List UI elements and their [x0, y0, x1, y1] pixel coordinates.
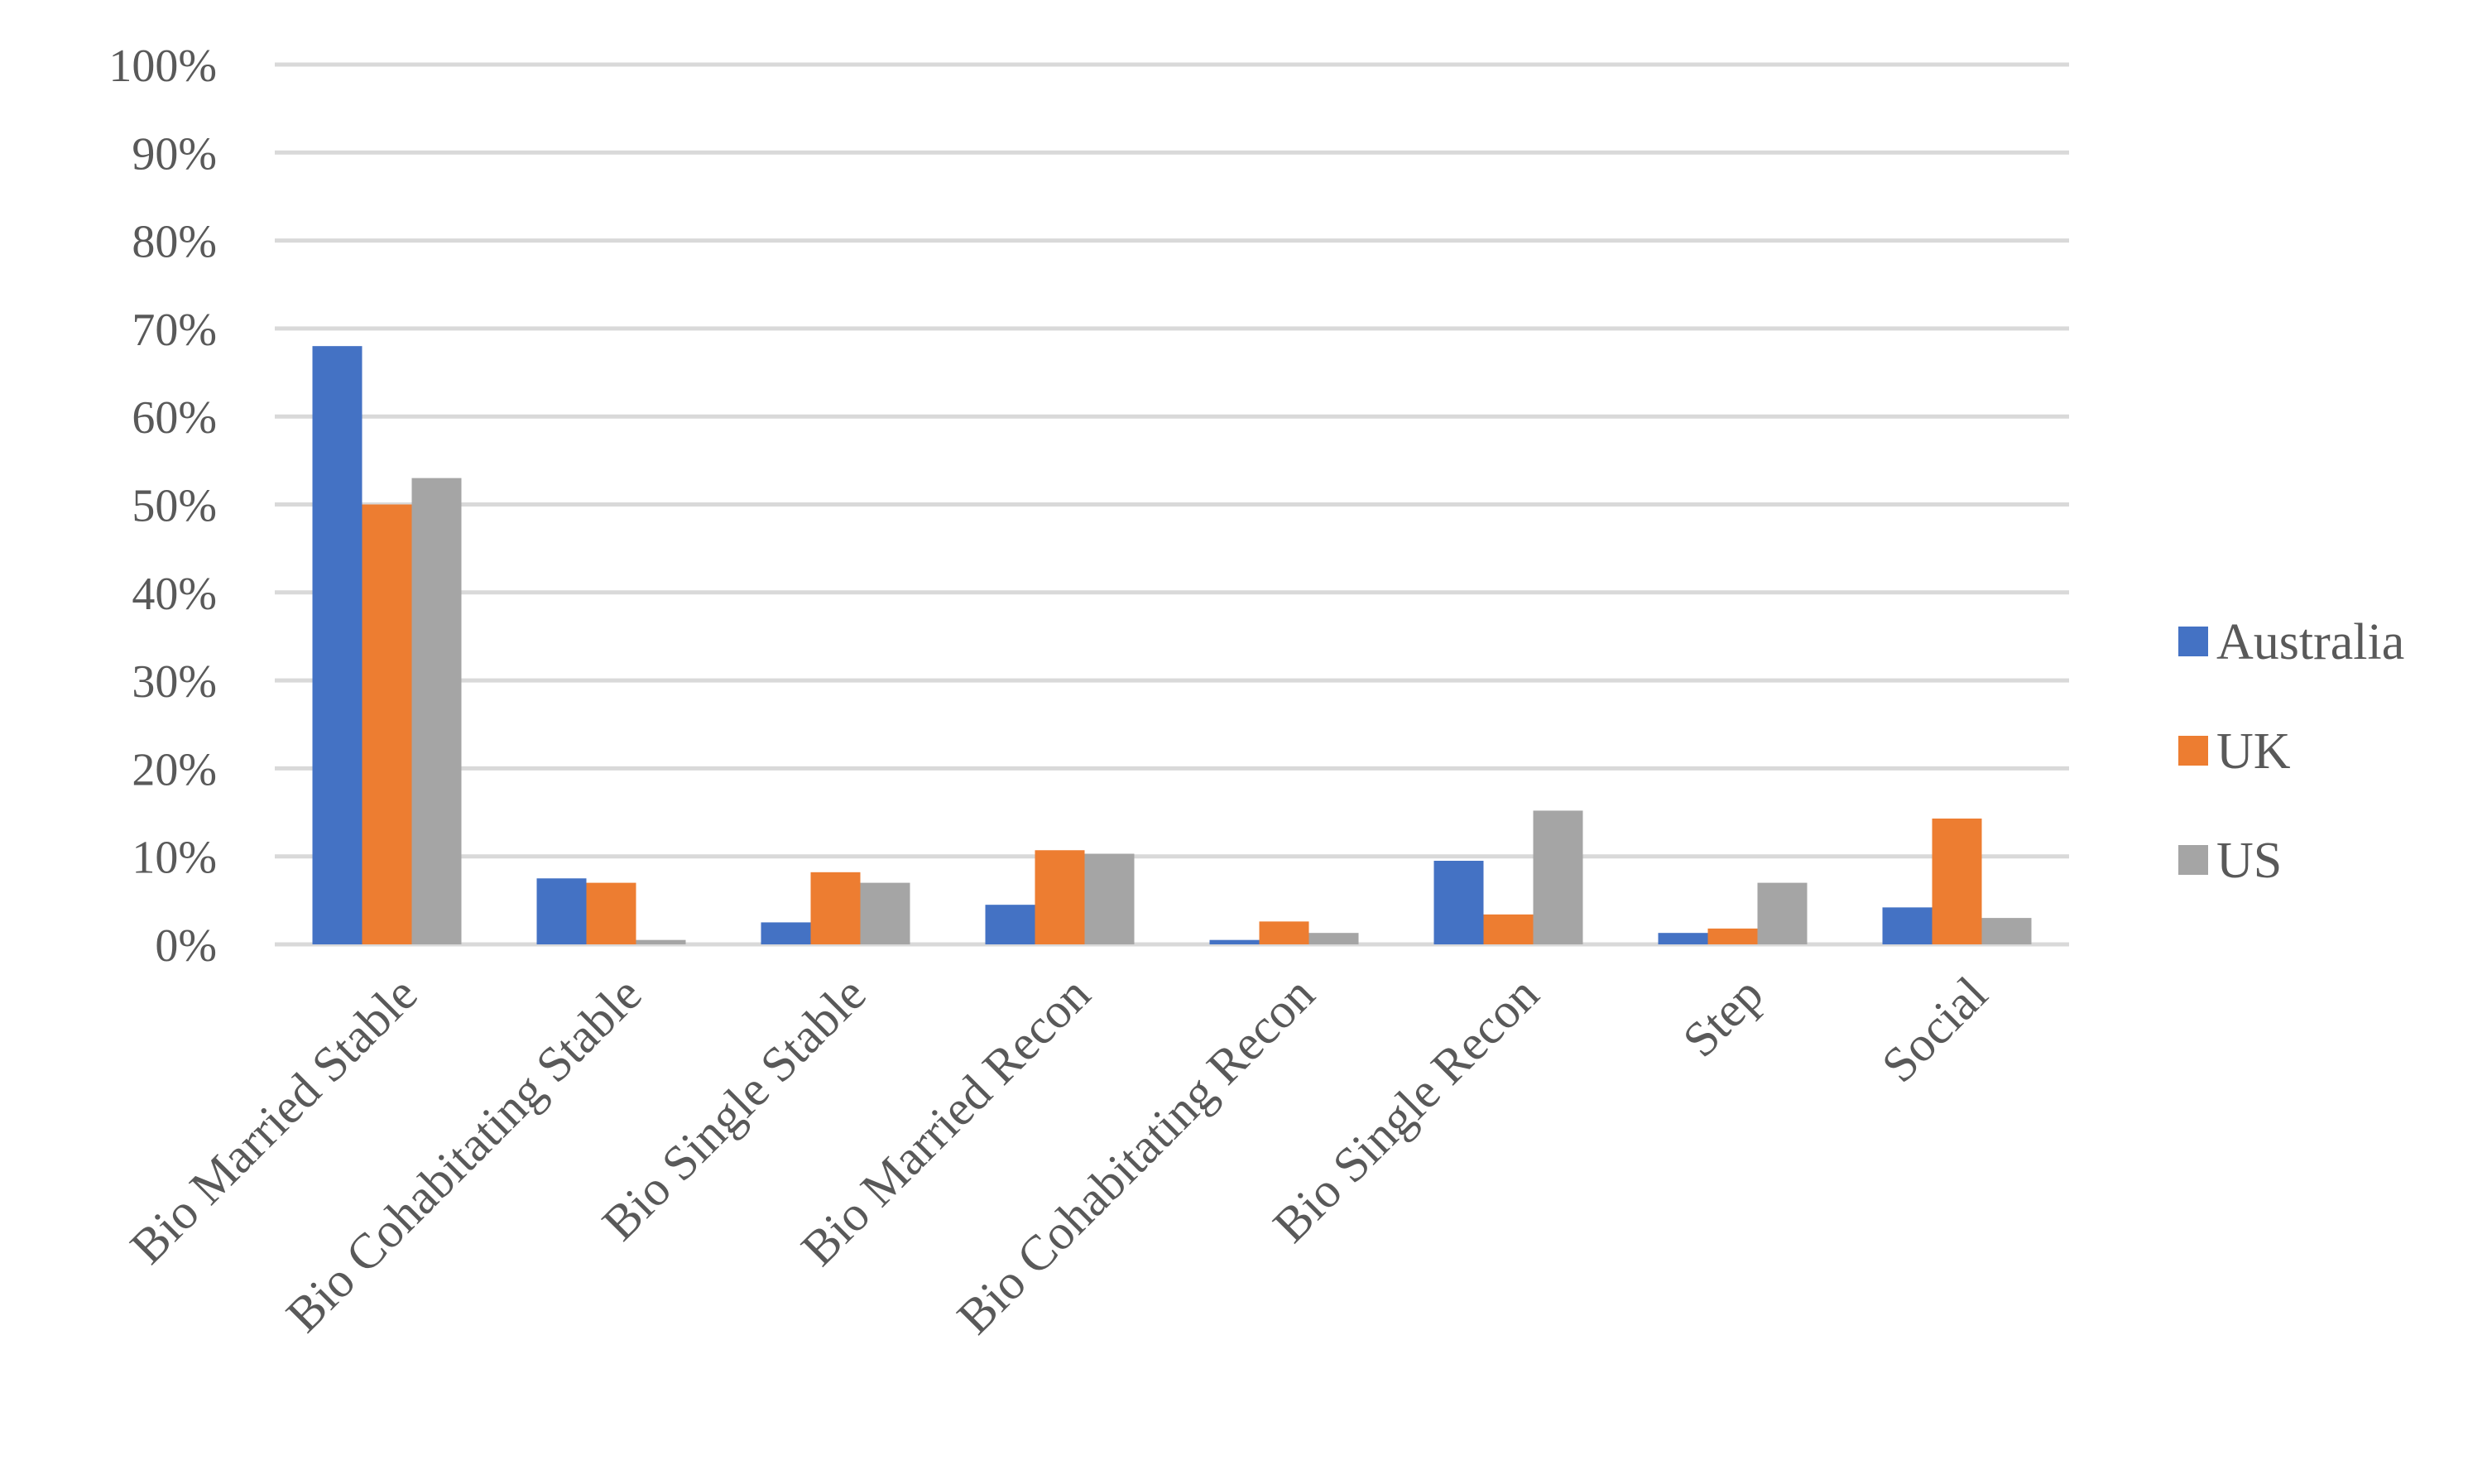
bar-us-1	[411, 478, 462, 944]
bar-us-7	[1757, 882, 1808, 944]
bar-uk-6	[1483, 914, 1534, 944]
legend-label-australia: Australia	[2216, 614, 2404, 670]
bar-uk-2	[586, 882, 636, 944]
y-tick-label: 50%	[132, 481, 217, 532]
legend-swatch-uk	[2178, 736, 2208, 766]
bars	[312, 346, 2032, 944]
bar-us-8	[1981, 918, 2032, 944]
x-category-label: Social	[1871, 967, 1998, 1093]
y-tick-label: 80%	[132, 217, 217, 268]
bar-australia-5	[1209, 939, 1260, 944]
y-tick-label: 60%	[132, 392, 217, 444]
bar-uk-5	[1259, 921, 1309, 944]
bar-uk-1	[362, 504, 412, 944]
legend-label-uk: UK	[2216, 723, 2291, 780]
legend-label-us: US	[2216, 833, 2282, 889]
bar-australia-1	[312, 346, 363, 944]
x-category-label: Step	[1673, 967, 1774, 1068]
bar-australia-4	[985, 905, 1035, 944]
y-tick-label: 100%	[108, 41, 217, 92]
gridlines	[275, 62, 2069, 947]
y-tick-label: 0%	[155, 920, 217, 972]
y-tick-label: 90%	[132, 128, 217, 180]
legend: Australia UK US	[2178, 614, 2404, 889]
bar-uk-3	[810, 872, 861, 944]
y-tick-label: 20%	[132, 744, 217, 795]
y-tick-label: 30%	[132, 656, 217, 708]
bar-australia-8	[1882, 907, 1933, 944]
y-tick-label: 10%	[132, 833, 217, 884]
x-category-label: Bio Cohabitating Recon	[947, 967, 1325, 1345]
legend-swatch-us	[2178, 845, 2208, 875]
bar-uk-8	[1932, 818, 1982, 944]
legend-swatch-australia	[2178, 627, 2208, 656]
bar-uk-7	[1707, 928, 1758, 944]
y-tick-label: 40%	[132, 569, 217, 620]
bar-australia-6	[1433, 861, 1484, 944]
bar-australia-3	[761, 922, 811, 944]
y-tick-label: 70%	[132, 305, 217, 356]
bar-australia-7	[1658, 933, 1708, 944]
bar-us-3	[860, 882, 910, 944]
y-axis-tick-labels: 0% 10% 20% 30% 40% 50% 60% 70% 80% 90% 100%	[108, 41, 217, 972]
bar-us-6	[1533, 810, 1583, 944]
bar-uk-4	[1035, 850, 1085, 944]
bar-us-5	[1308, 933, 1359, 944]
bar-australia-2	[536, 878, 587, 944]
bar-us-4	[1084, 853, 1135, 944]
bar-us-2	[636, 939, 686, 944]
